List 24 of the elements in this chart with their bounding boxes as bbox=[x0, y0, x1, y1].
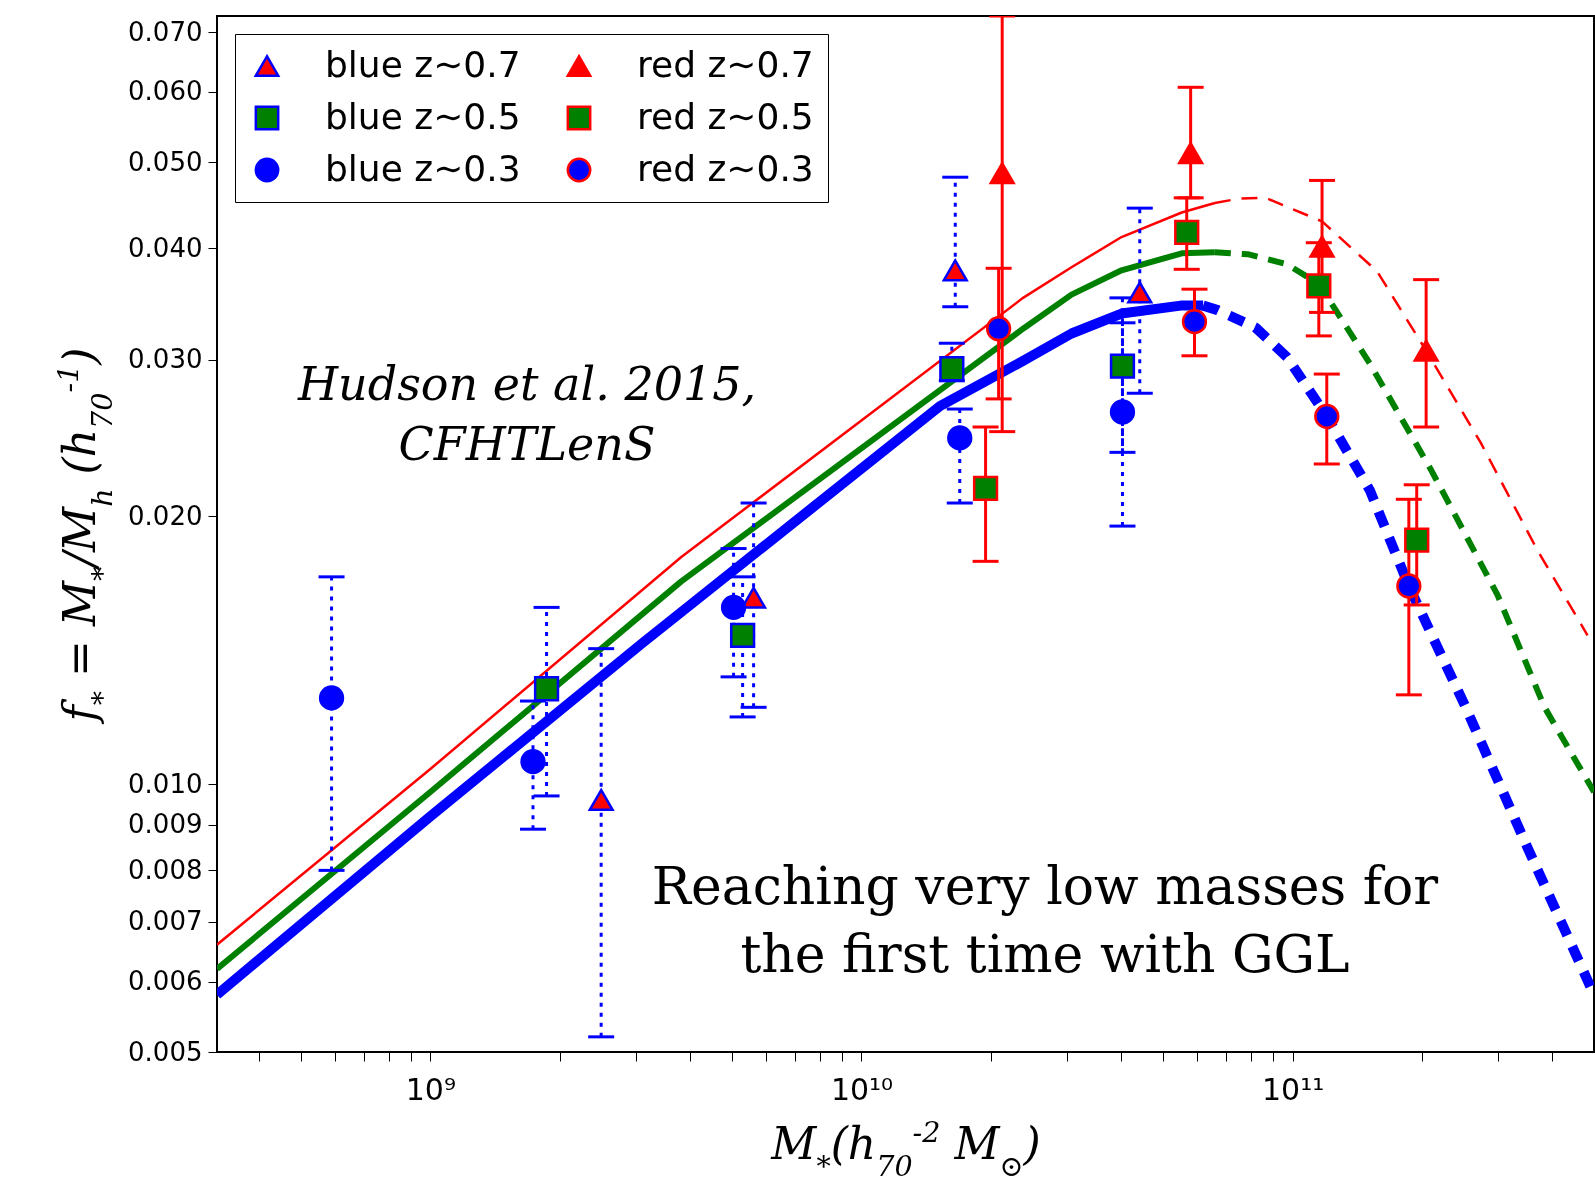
y-tick-label: 0.040 bbox=[128, 232, 203, 263]
y-tick-label: 0.060 bbox=[128, 76, 203, 107]
annotation: Reaching very low masses for the first time with GGL bbox=[651, 856, 1439, 984]
legend-label: blue z∼0.7 bbox=[325, 44, 521, 85]
y-tick-label: 0.050 bbox=[128, 146, 203, 177]
legend-label: red z∼0.3 bbox=[637, 148, 814, 189]
legend-label: red z∼0.7 bbox=[637, 44, 814, 85]
x-tick-label: 10¹¹ bbox=[1262, 1071, 1325, 1107]
y-tick-label: 0.008 bbox=[128, 854, 203, 885]
y-tick-label: 0.070 bbox=[128, 16, 203, 47]
y-tick-label: 0.020 bbox=[128, 500, 203, 531]
y-tick-label: 0.007 bbox=[128, 906, 203, 937]
legend-label: red z∼0.5 bbox=[637, 96, 814, 137]
x-tick-label: 10¹⁰ bbox=[830, 1071, 894, 1107]
y-tick-label: 0.009 bbox=[128, 809, 203, 840]
legend-label: blue z∼0.3 bbox=[325, 148, 521, 189]
x-axis-title: M$_{*}$(h$_{70}$$^{-2}$ M$_{⊙}$) bbox=[770, 1114, 1041, 1183]
legend-label: blue z∼0.5 bbox=[325, 96, 521, 137]
annotation: Hudson et al. 2015, CFHTLenS bbox=[296, 357, 757, 471]
x-tick-label: 10⁹ bbox=[405, 1071, 456, 1107]
y-tick-label: 0.005 bbox=[128, 1036, 203, 1067]
y-tick-label: 0.006 bbox=[128, 966, 203, 997]
y-tick-label: 0.010 bbox=[128, 768, 203, 799]
y-tick-label: 0.030 bbox=[128, 344, 203, 375]
